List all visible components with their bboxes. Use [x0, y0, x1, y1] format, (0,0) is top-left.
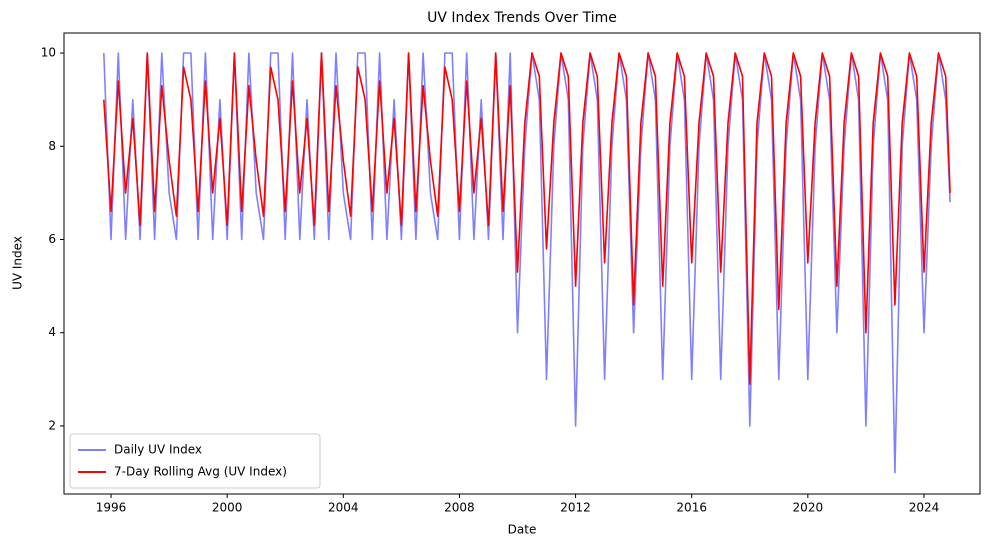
series-line [103, 52, 951, 385]
y-tick-label: 10 [41, 46, 56, 60]
x-tick-label: 2020 [793, 501, 824, 515]
y-axis-label: UV Index [11, 236, 25, 290]
x-axis-label: Date [508, 523, 537, 537]
legend-label: 7-Day Rolling Avg (UV Index) [114, 465, 287, 479]
legend-label: Daily UV Index [114, 443, 202, 457]
legend: Daily UV Index 7-Day Rolling Avg (UV Inde… [69, 433, 321, 489]
x-tick-label: 2024 [909, 501, 940, 515]
x-tick-label: 2004 [328, 501, 359, 515]
x-tick-label: 2000 [212, 501, 243, 515]
plot-frame [63, 32, 981, 495]
x-tick-label: 2016 [676, 501, 707, 515]
x-tick-label: 1996 [96, 501, 127, 515]
chart-title: UV Index Trends Over Time [427, 10, 617, 26]
y-tick-label: 6 [48, 232, 56, 246]
y-tick-label: 4 [48, 325, 56, 339]
x-tick-label: 2008 [444, 501, 475, 515]
y-tick-label: 2 [48, 418, 56, 432]
x-tick-label: 2012 [560, 501, 591, 515]
y-tick-label: 8 [48, 139, 56, 153]
series-line [103, 52, 951, 474]
legend-box [69, 433, 321, 489]
